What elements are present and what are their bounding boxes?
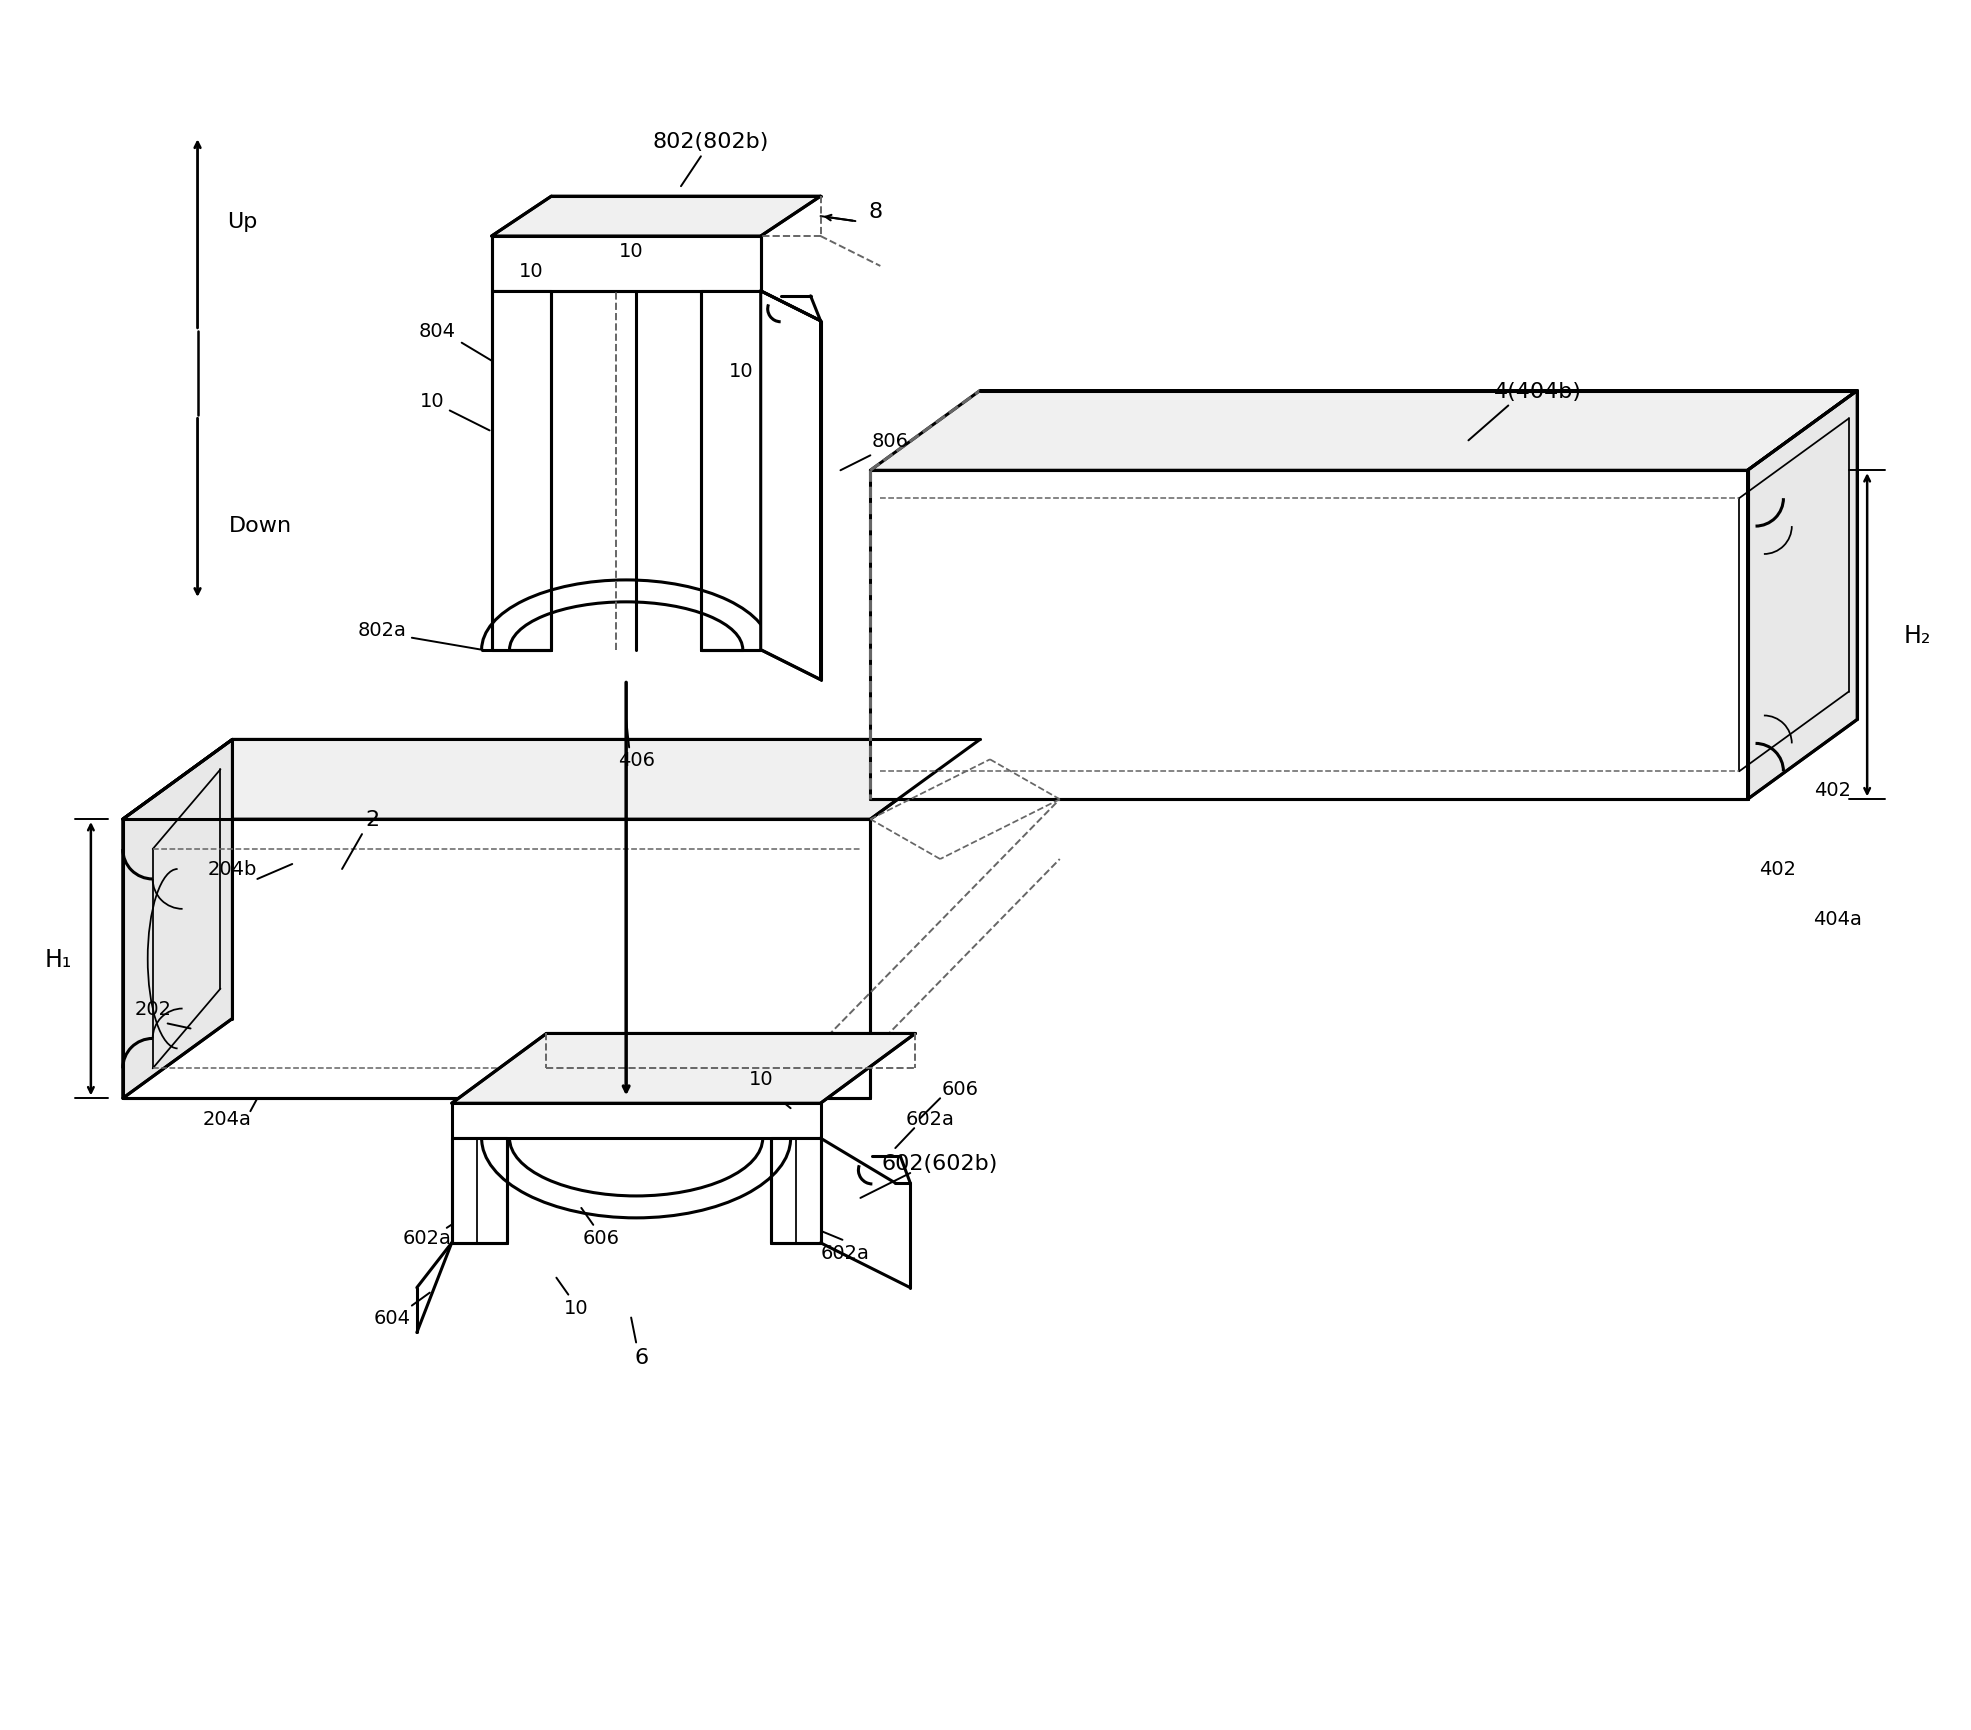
Text: 802(802b): 802(802b) [652, 131, 769, 152]
Text: 10: 10 [420, 391, 443, 410]
Polygon shape [491, 292, 552, 650]
Text: 806: 806 [871, 431, 909, 450]
Text: 4(404b): 4(404b) [1494, 381, 1583, 401]
Text: 602a: 602a [822, 1244, 869, 1263]
Text: 204a: 204a [203, 1109, 252, 1128]
Polygon shape [771, 1138, 820, 1244]
Text: 202: 202 [134, 1000, 171, 1019]
Text: 402: 402 [1813, 780, 1851, 799]
Text: 10: 10 [564, 1298, 589, 1317]
Text: 204b: 204b [207, 860, 256, 879]
Text: 406: 406 [617, 751, 654, 770]
Text: Up: Up [227, 213, 258, 232]
Text: 8: 8 [869, 202, 883, 221]
Text: 604: 604 [373, 1308, 410, 1327]
Polygon shape [1748, 391, 1857, 799]
Text: 10: 10 [518, 263, 544, 282]
Text: H₁: H₁ [45, 946, 71, 971]
Polygon shape [122, 740, 980, 820]
Text: 602(602b): 602(602b) [881, 1154, 999, 1173]
Polygon shape [871, 471, 1748, 799]
Polygon shape [122, 820, 871, 1099]
Text: 602a: 602a [402, 1228, 451, 1247]
Text: 2: 2 [365, 810, 378, 830]
Polygon shape [451, 1035, 915, 1104]
Text: H₂: H₂ [1904, 623, 1932, 647]
Text: 802a: 802a [357, 621, 406, 640]
Text: 606: 606 [583, 1228, 619, 1247]
Text: Down: Down [229, 516, 292, 536]
Text: 606: 606 [942, 1080, 978, 1099]
Polygon shape [122, 740, 233, 1099]
Text: 10: 10 [729, 362, 753, 381]
Text: 804: 804 [418, 322, 455, 341]
Text: 404a: 404a [1813, 910, 1863, 929]
Text: 602a: 602a [907, 1109, 954, 1128]
Polygon shape [451, 1138, 507, 1244]
Polygon shape [761, 292, 820, 680]
Text: 6: 6 [635, 1348, 648, 1368]
Text: 402: 402 [1758, 860, 1796, 879]
Text: 10: 10 [749, 1069, 773, 1088]
Polygon shape [871, 391, 1857, 471]
Polygon shape [702, 292, 761, 650]
Polygon shape [491, 197, 820, 237]
Polygon shape [491, 237, 761, 292]
Text: 10: 10 [619, 242, 643, 261]
